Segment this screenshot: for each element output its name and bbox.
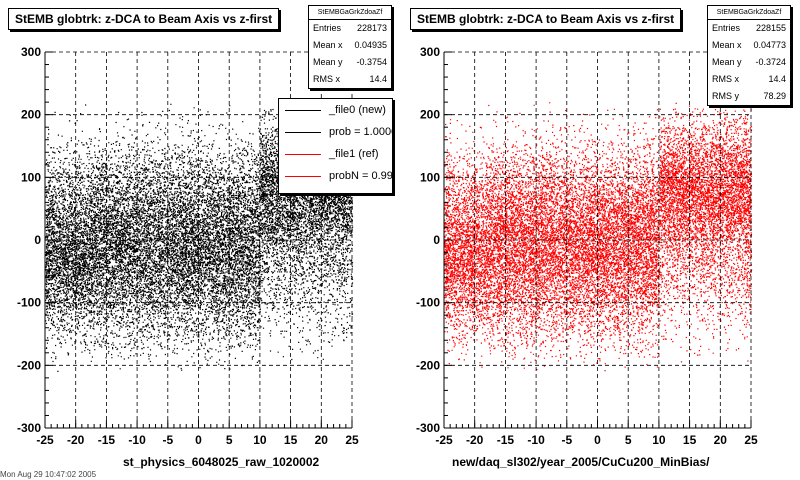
left-stats-box: StEMBGaGrkZdoaZf Entries 228173 Mean x 0.0…	[308, 5, 392, 89]
right-stats-row: RMS y 78.29	[712, 91, 786, 101]
right-y-tick-label: -300	[416, 421, 440, 435]
legend: _file0 (new) prob = 1.000000 _file1 (ref…	[278, 98, 393, 194]
left-scatter-points	[45, 103, 354, 372]
legend-entry: probN = 0.999779	[279, 165, 392, 187]
left-x-tick-label: 10	[253, 433, 267, 447]
right-y-tick-label: 300	[420, 45, 440, 59]
right-stats-box: StEMBGaGrkZdoaZf Entries 228155 Mean x 0.0…	[707, 5, 791, 106]
legend-swatch-ref	[285, 153, 321, 155]
left-chart-title: StEMB globtrk: z-DCA to Beam Axis vs z-f…	[8, 8, 280, 30]
left-y-tick-label: 300	[21, 45, 41, 59]
right-y-tick-label: -200	[416, 358, 440, 372]
right-y-tick-label: -100	[416, 296, 440, 310]
right-stats-row: Mean x 0.04773	[712, 40, 786, 50]
left-y-tick-label: -200	[17, 358, 41, 372]
right-stats-row: Entries 228155	[712, 23, 786, 33]
legend-entry: _file1 (ref)	[279, 143, 392, 165]
right-y-tick-label: 100	[420, 170, 440, 184]
right-scatter-points	[444, 102, 753, 372]
left-x-tick-label: 20	[315, 433, 329, 447]
left-y-tick-label: 200	[21, 108, 41, 122]
left-x-tick-label: -25	[36, 433, 54, 447]
legend-swatch-new	[285, 109, 321, 111]
left-x-tick-label: 0	[195, 433, 202, 447]
legend-entry: _file0 (new)	[279, 99, 392, 121]
left-x-tick-label: -20	[67, 433, 85, 447]
right-stats-row: RMS x 14.4	[712, 74, 786, 84]
right-x-tick-label: 20	[714, 433, 728, 447]
left-x-tick-label: -10	[128, 433, 146, 447]
legend-entry: prob = 1.000000	[279, 121, 392, 143]
right-y-tick-label: 0	[433, 233, 440, 247]
right-x-tick-label: 25	[744, 433, 758, 447]
right-stats-header: StEMBGaGrkZdoaZf	[708, 6, 790, 20]
right-x-axis-label: new/daq_sl302/year_2005/CuCu200_MinBias/	[452, 455, 710, 469]
legend-swatch-probn	[285, 175, 321, 177]
right-x-tick-label: -5	[561, 433, 572, 447]
left-stats-header: StEMBGaGrkZdoaZf	[309, 6, 391, 20]
left-x-tick-label: 15	[284, 433, 298, 447]
right-x-tick-label: -20	[466, 433, 484, 447]
right-x-tick-label: 5	[625, 433, 632, 447]
right-x-tick-label: -25	[435, 433, 453, 447]
right-x-tick-label: 15	[683, 433, 697, 447]
left-y-tick-label: 100	[21, 170, 41, 184]
right-chart-title: StEMB globtrk: z-DCA to Beam Axis vs z-f…	[410, 8, 682, 30]
left-y-tick-label: -300	[17, 421, 41, 435]
right-stats-row: Mean y -0.3724	[712, 57, 786, 67]
left-x-tick-label: 5	[226, 433, 233, 447]
left-x-tick-label: -15	[98, 433, 116, 447]
left-x-tick-label: 25	[345, 433, 359, 447]
right-x-tick-label: -10	[527, 433, 545, 447]
left-x-tick-label: -5	[162, 433, 173, 447]
left-x-axis-label: st_physics_6048025_raw_1020002	[123, 455, 320, 469]
left-stats-row: Mean x 0.04935	[313, 40, 387, 50]
left-stats-row: Entries 228173	[313, 23, 387, 33]
right-y-tick-label: 200	[420, 108, 440, 122]
right-x-tick-label: 0	[594, 433, 601, 447]
left-stats-row: Mean y -0.3754	[313, 57, 387, 67]
left-y-tick-label: -100	[17, 296, 41, 310]
right-x-tick-label: -15	[497, 433, 515, 447]
footer-timestamp: Mon Aug 29 10:47:02 2005	[0, 470, 97, 479]
legend-swatch-prob	[285, 131, 321, 133]
right-x-tick-label: 10	[652, 433, 666, 447]
left-y-tick-label: 0	[34, 233, 41, 247]
left-stats-row: RMS x 14.4	[313, 74, 387, 84]
